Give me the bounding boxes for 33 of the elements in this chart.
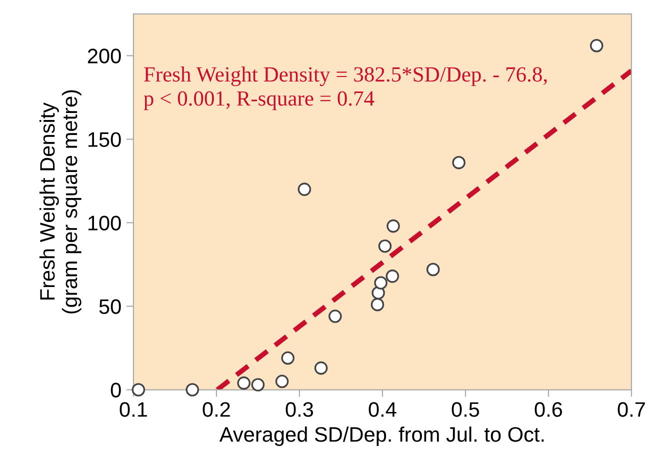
x-tick-label: 0.4 [368,402,396,417]
point [186,383,200,396]
x-tick-label: 0.1 [120,402,147,417]
point [374,276,388,290]
x-tick-label: 0.5 [452,402,480,417]
x-axis-title: Averaged SD/Dep. from Jul. to Oct. [219,426,544,446]
point [426,262,440,276]
point [378,239,392,253]
point [590,39,604,52]
point [372,286,385,300]
y-tick-label: 100 [88,216,121,230]
y-axis-title: Fresh Weight Density (gram per square metre) [39,90,82,314]
x-tick-label: 0.3 [286,402,314,417]
y-tick-label: 50 [99,299,121,314]
point [386,219,400,233]
point [328,310,342,323]
point [251,378,265,392]
point [452,156,466,170]
point [370,298,384,312]
point [237,376,250,390]
point [275,374,289,388]
point [281,351,294,365]
point [132,383,146,396]
point [314,361,328,375]
x-tick-label: 0.7 [618,402,645,417]
y-tick-label: 0 [110,382,121,398]
x-tick-label: 0.2 [202,402,230,417]
point [298,182,312,196]
y-tick-label: 150 [88,132,121,147]
annotation: Fresh Weight Density = 382.5*SD/Dep. - 76.8, p < 0.001, R-square = 0.74 [144,66,547,110]
point [386,270,400,283]
x-tick-label: 0.6 [534,402,562,417]
y-tick-label: 200 [88,48,121,64]
